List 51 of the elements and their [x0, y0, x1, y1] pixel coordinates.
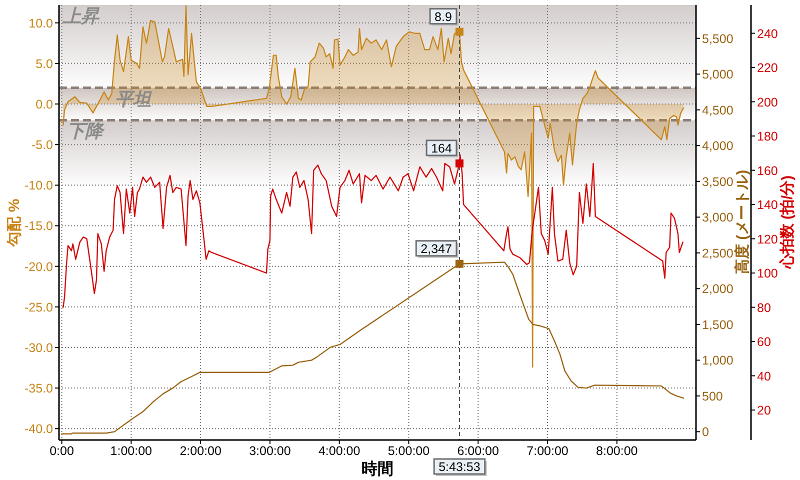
- y2-tick-label: 5,000: [702, 68, 734, 82]
- x-tick-label: 0:00: [50, 444, 74, 458]
- y3-tick-label: 220: [757, 61, 778, 76]
- data-label: 164: [431, 141, 452, 156]
- y3-tick-label: 200: [757, 95, 778, 110]
- y-tick-label: 5.0: [36, 56, 54, 71]
- y2-tick-label: 4,500: [702, 103, 734, 118]
- x-axis-title: 時間: [362, 460, 394, 478]
- y2-tick-label: 2,500: [702, 246, 734, 260]
- y2-tick-label: 500: [702, 389, 723, 404]
- data-label: 8.9: [434, 10, 452, 24]
- data-label: 2,347: [420, 242, 452, 256]
- x-tick-label: 5:00:00: [388, 444, 430, 458]
- y2-tick-label: 5,500: [702, 32, 734, 46]
- y3-tick-label: 160: [757, 164, 778, 178]
- y3-tick-label: 120: [757, 232, 778, 246]
- x-tick-label: 7:00:00: [526, 444, 568, 458]
- y-tick-label: -30.0: [24, 340, 54, 355]
- y3-tick-label: 60: [757, 335, 771, 350]
- y-tick-label: -15.0: [24, 219, 54, 234]
- y-axis-title: 勾配 %: [6, 198, 23, 248]
- y-tick-label: -40.0: [24, 422, 54, 436]
- x-tick-label: 6:00:00: [457, 444, 500, 458]
- y3-tick-label: 140: [757, 198, 778, 212]
- y2-axis-title: 高度 (メートル): [733, 170, 751, 274]
- y-tick-label: -5.0: [31, 138, 54, 152]
- y-tick-label: 0.0: [36, 98, 54, 112]
- y2-tick-label: 0: [702, 425, 709, 440]
- x-tick-label: 3:00:00: [249, 444, 291, 458]
- y3-tick-label: 20: [757, 404, 771, 418]
- y2-tick-label: 4,000: [702, 139, 734, 154]
- y2-tick-label: 1,000: [702, 354, 734, 368]
- y-tick-label: 10.0: [28, 16, 54, 30]
- x-tick-label: 8:00:00: [596, 444, 638, 458]
- y2-tick-label: 3,500: [702, 174, 734, 189]
- y2-tick-label: 1,500: [702, 318, 734, 332]
- y3-axis-title: 心拍数 (拍/分): [778, 175, 796, 270]
- y3-tick-label: 80: [757, 300, 771, 315]
- y3-tick-label: 240: [757, 26, 778, 41]
- y-tick-label: -10.0: [24, 178, 54, 193]
- x-tick-label: 1:00:00: [110, 444, 152, 458]
- x-tick-label: 2:00:00: [180, 444, 222, 458]
- y2-tick-label: 2,000: [702, 282, 734, 296]
- y3-tick-label: 40: [757, 369, 771, 384]
- y-tick-label: -25.0: [24, 300, 54, 314]
- y3-tick-label: 100: [757, 266, 778, 281]
- y-tick-label: -20.0: [24, 260, 54, 274]
- y2-tick-label: 3,000: [702, 210, 734, 225]
- x-tick-label: 4:00:00: [318, 444, 360, 458]
- y3-tick-label: 180: [757, 130, 778, 144]
- y-tick-label: -35.0: [24, 382, 54, 396]
